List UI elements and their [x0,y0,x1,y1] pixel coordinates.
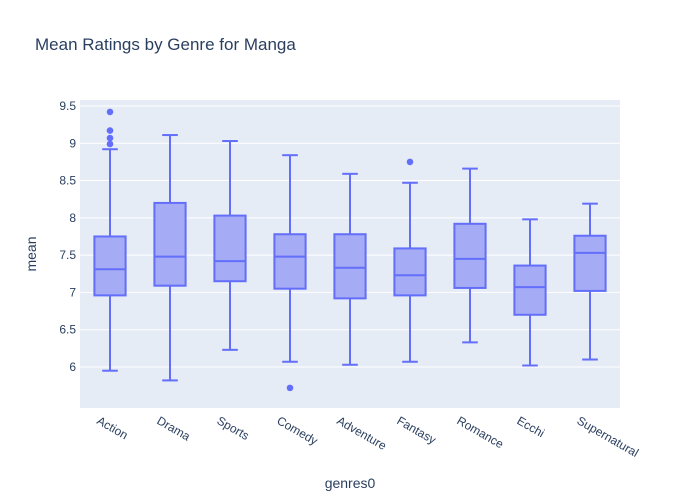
box-ecchi [513,218,547,367]
x-tick-label: Adventure [335,413,390,453]
box-drama [153,134,187,382]
iqr-box [273,233,307,290]
iqr-box [333,233,367,300]
iqr-box [93,235,127,297]
boxes [93,108,607,392]
box-fantasy [393,158,427,363]
box-romance [453,167,487,344]
iqr-box [513,264,547,316]
outlier-point [106,134,114,142]
box-supernatural [573,202,607,361]
outlier-point [106,108,114,116]
iqr-box [153,201,187,287]
y-tick-label: 8 [69,211,76,225]
x-tick-label: Ecchi [515,413,547,440]
y-tick-label: 7 [69,285,76,299]
outlier-point [406,158,414,166]
box-sports [213,140,247,351]
box-action [93,108,127,372]
x-tick-label: Fantasy [395,413,439,446]
x-axis-title: genres0 [325,475,376,491]
y-tick-label: 7.5 [59,248,76,262]
iqr-box [453,222,487,289]
iqr-box [393,247,427,297]
iqr-box [573,234,607,292]
y-tick-label: 8.5 [59,174,76,188]
y-axis-title: mean [23,236,39,271]
x-tick-label: Supernatural [575,413,642,459]
x-tick-label: Comedy [275,413,321,447]
x-tick-label: Drama [155,413,193,443]
outlier-point [286,384,294,392]
box-adventure [333,172,367,366]
outlier-point [106,140,114,148]
x-tick-label: Action [95,413,131,442]
x-axis-ticks: Action Drama Sports Comedy Adventure Fantasy R… [95,413,642,459]
y-tick-label: 9.5 [59,99,76,113]
y-tick-label: 6.5 [59,323,76,337]
y-tick-label: 6 [69,360,76,374]
box-comedy [273,154,307,392]
y-axis-ticks: 6 6.5 7 7.5 8 8.5 9 9.5 [59,99,76,374]
x-tick-label: Romance [455,413,507,451]
iqr-box [213,214,247,283]
x-tick-label: Sports [215,413,252,442]
outlier-point [106,127,114,134]
y-tick-label: 9 [69,136,76,150]
chart-title: Mean Ratings by Genre for Manga [35,35,296,54]
